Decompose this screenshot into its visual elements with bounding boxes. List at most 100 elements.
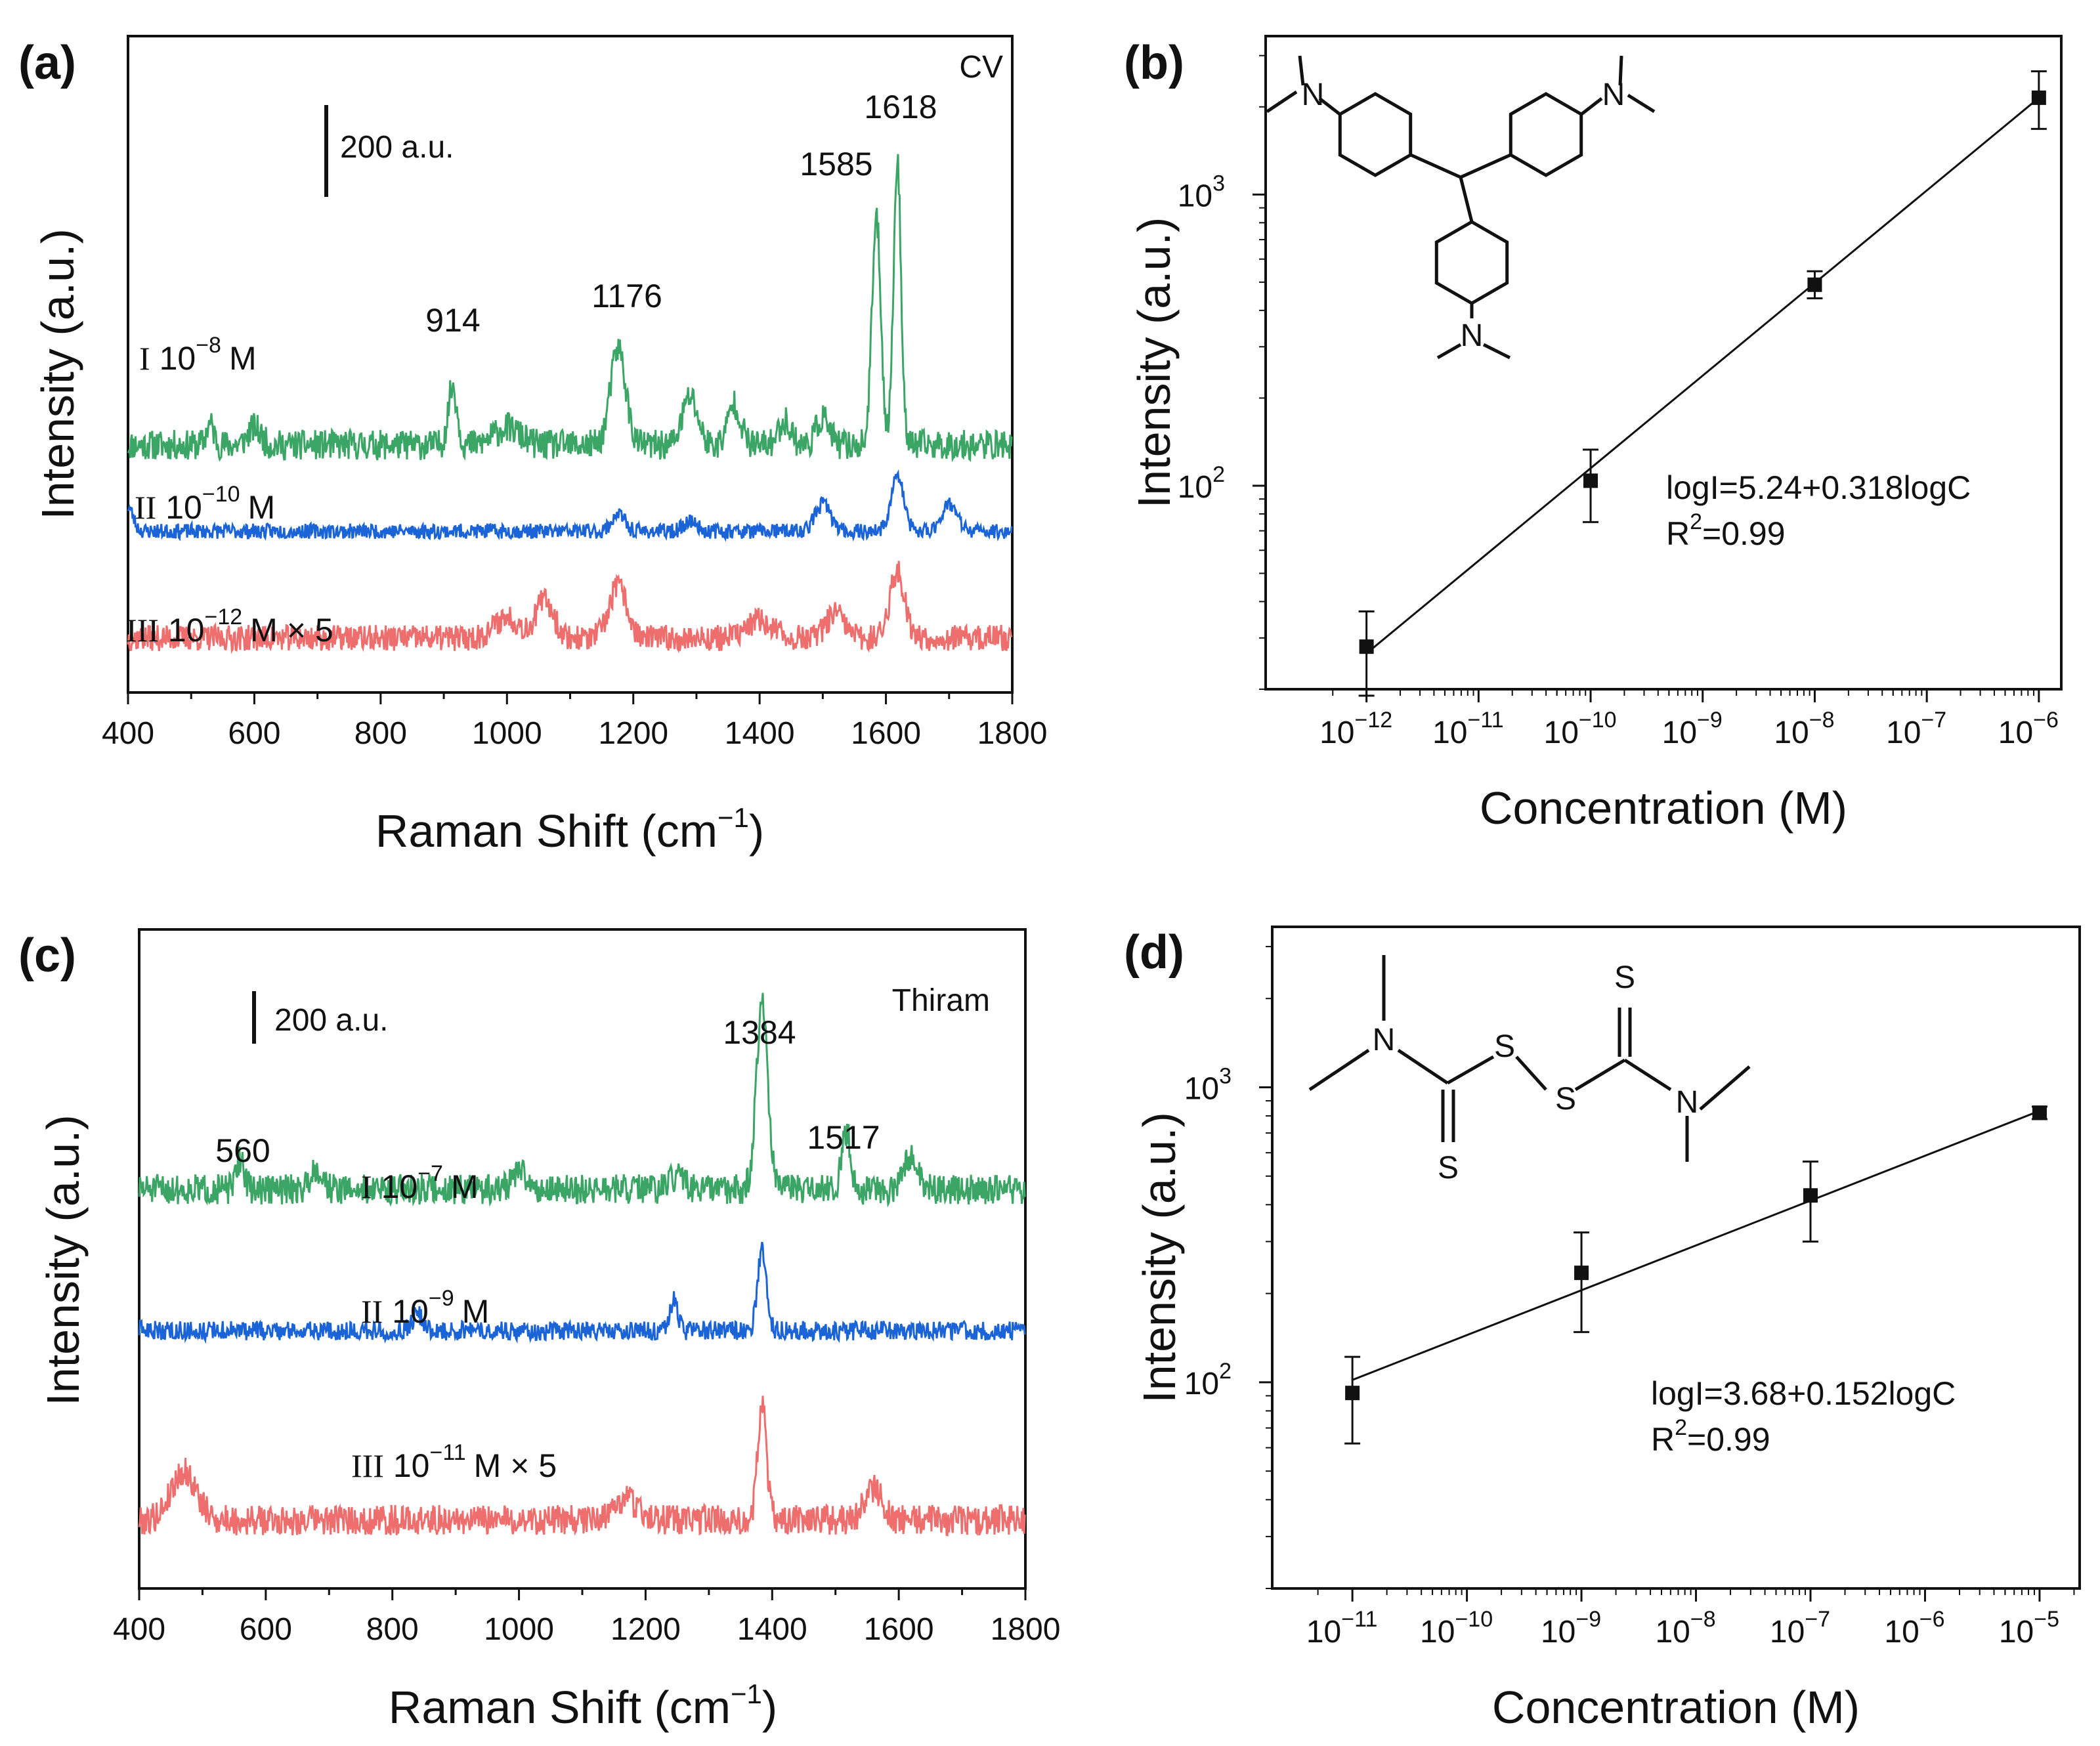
panel-label: (d): [1124, 926, 1184, 979]
methyl-bond: [1618, 55, 1623, 86]
bond: [1318, 97, 1341, 116]
panel-label: (b): [1124, 37, 1184, 89]
methyl-bond: [1436, 343, 1462, 360]
sample-exp: −9: [429, 1286, 454, 1311]
x-tick-label: 1800: [991, 1612, 1061, 1647]
tick-exp: −7: [1805, 1607, 1830, 1632]
panel-c: 400 600 800 1000 1200 1400 1600 1800 (c) Thiram 20…: [18, 928, 1061, 1733]
sample-label: II 10−10 M: [135, 482, 275, 526]
sample-unit: M: [250, 612, 278, 649]
spectrum-line-I: [127, 154, 1013, 463]
x-title-end: ): [762, 1682, 777, 1733]
tick-exp: −11: [1341, 1607, 1377, 1632]
tick-exp: −6: [1919, 1607, 1945, 1632]
peak-label: 1618: [864, 89, 937, 125]
tick-base: 10: [1662, 715, 1697, 750]
y-axis-title: Intensity (a.u.): [1134, 1112, 1185, 1403]
tick-base: 10: [1541, 1615, 1575, 1650]
tick-exp: −12: [1354, 708, 1392, 733]
x-tick-label: 1600: [864, 1612, 934, 1647]
data-point: [1345, 1386, 1360, 1401]
tick-base: 10: [1184, 1367, 1219, 1401]
x-tick-label: 600: [240, 1612, 292, 1647]
atom-label: S: [1555, 1082, 1576, 1117]
tick-exp: −9: [1697, 708, 1723, 733]
tick-base: 10: [1884, 1615, 1919, 1650]
methyl-bond: [1266, 90, 1298, 114]
scale-bar-label: 200 a.u.: [274, 1003, 388, 1038]
tick-exp: −8: [1809, 708, 1835, 733]
plot-frame: [127, 35, 1014, 694]
sample-unit: M: [248, 489, 276, 526]
r-squared: R2=0.99: [1666, 509, 1786, 552]
r2-sup: 2: [1675, 1415, 1687, 1440]
peak-label: 914: [425, 302, 480, 339]
tick-base: 10: [1306, 1615, 1341, 1650]
molecule-structure: [1308, 955, 1751, 1162]
atom-label: S: [1438, 1151, 1459, 1185]
peak-label: 1585: [800, 146, 872, 182]
y-axis-title: Intensity (a.u.): [37, 1115, 89, 1406]
data-point: [2032, 1105, 2047, 1120]
y-axis-title: Intensity (a.u.): [1128, 217, 1180, 509]
sample-unit: M: [229, 340, 257, 377]
r2-value: =0.99: [1702, 515, 1786, 552]
sample-roman: II: [135, 489, 156, 526]
bond: [1623, 1058, 1672, 1092]
tick-exp: −9: [1575, 1607, 1601, 1632]
benzene-ring: [1338, 92, 1413, 177]
molecule-structure: [1266, 55, 1656, 360]
space: [383, 1293, 392, 1330]
plot-frame: [1264, 35, 2063, 691]
peak-label: 1176: [591, 278, 662, 314]
x-tick-label: 10−7: [1886, 708, 1946, 750]
atom-label: N: [1602, 77, 1625, 112]
r2-prefix: R: [1666, 515, 1690, 552]
tick-exp: 3: [1212, 171, 1225, 196]
tick-exp: −6: [2033, 708, 2059, 733]
sample-roman: I: [139, 340, 150, 377]
atom-label: S: [1494, 1029, 1515, 1064]
spectrum-line-I: [138, 992, 1026, 1208]
analyte-label: CV: [959, 50, 1003, 85]
x-tick-label: 10−6: [1884, 1607, 1944, 1650]
x-tick-label: 10−8: [1774, 708, 1834, 750]
space: [159, 612, 168, 649]
fit-line: [1352, 1110, 2040, 1381]
bond: [1580, 97, 1603, 116]
tick-base: 10: [1432, 715, 1467, 750]
r2-sup: 2: [1690, 509, 1702, 534]
bond: [1459, 177, 1474, 223]
fit-line: [1365, 96, 2040, 654]
x-tick-label: 10−5: [1999, 1607, 2059, 1650]
spectrum-line-III: [127, 561, 1013, 654]
y-tick-label: 102: [1178, 462, 1225, 505]
y-tick-label: 103: [1184, 1063, 1232, 1106]
data-point: [1359, 639, 1374, 654]
sample-exp: −10: [202, 482, 240, 507]
x-tick-label: 10−8: [1655, 1607, 1715, 1650]
sample-label: II 10−9 M: [361, 1286, 489, 1330]
space: [384, 1447, 393, 1484]
x-tick-label: 10−10: [1420, 1607, 1493, 1650]
data-point: [1574, 1266, 1589, 1281]
x-tick-label: 400: [113, 1612, 165, 1647]
tick-base: 10: [1998, 715, 2033, 750]
bond: [1574, 1058, 1626, 1092]
sample-mult: × 5: [287, 612, 333, 649]
x-tick-label: 1400: [737, 1612, 807, 1647]
x-tick-label: 1400: [725, 716, 795, 751]
x-axis-title: Concentration (M): [1480, 782, 1847, 834]
sample-label: III 10−12 M × 5: [126, 605, 333, 649]
sample-roman: II: [361, 1293, 383, 1330]
peak-label: 1384: [723, 1014, 796, 1051]
x-tick-label: 1800: [977, 716, 1048, 751]
x-tick-label: 800: [354, 716, 407, 751]
scale-bar-label: 200 a.u.: [340, 130, 454, 165]
sample-unit: M: [451, 1168, 479, 1205]
sample-conc: 10: [392, 1293, 429, 1330]
tick-exp: 2: [1219, 1359, 1232, 1384]
sample-roman: III: [126, 612, 159, 649]
x-tick-label: 1200: [598, 716, 668, 751]
panel-label: (a): [18, 37, 76, 89]
